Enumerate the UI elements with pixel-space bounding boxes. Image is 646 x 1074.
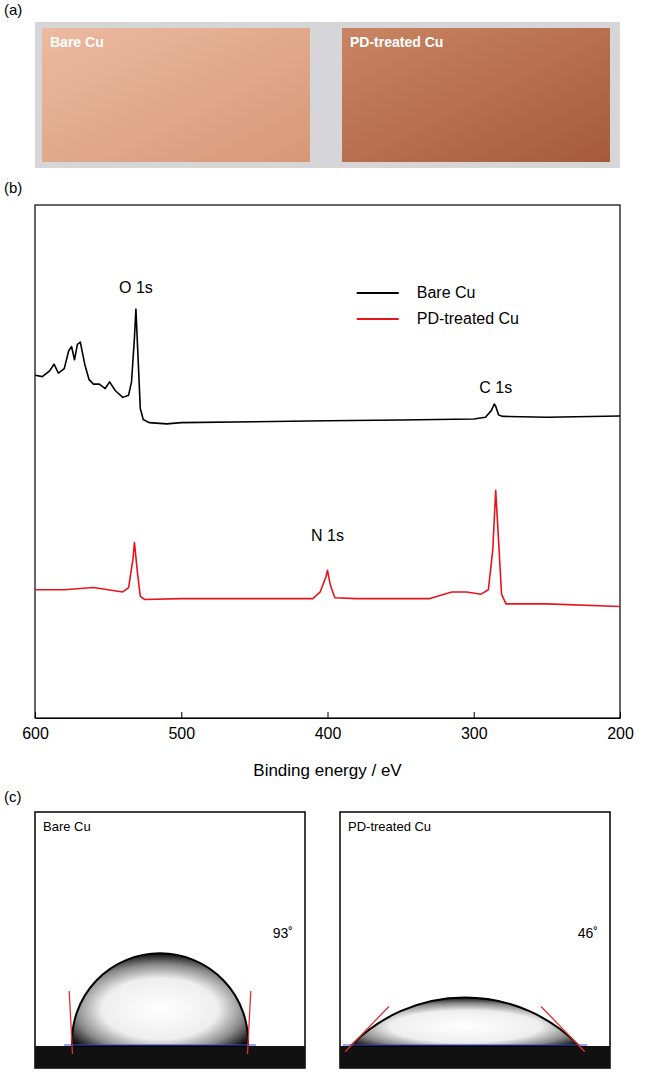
photo-background (35, 22, 620, 168)
legend-swatch (357, 292, 399, 294)
x-tick-label: 400 (315, 725, 342, 742)
baseline (64, 1044, 256, 1045)
legend-swatch (357, 318, 399, 320)
panel-letter: (a) (4, 1, 22, 18)
x-tick: 500 (168, 712, 195, 742)
copper-plate (42, 28, 310, 162)
x-tick-mark (620, 712, 621, 718)
angle-label: 46˚ (578, 925, 598, 941)
peak-label: N 1s (311, 527, 344, 544)
contact-angle-image: PD-treated Cu 46˚ (340, 812, 610, 1068)
panel-letter: (c) (4, 788, 22, 805)
plot-frame (35, 205, 620, 718)
image-frame (340, 812, 610, 1068)
panel-letter: (b) (4, 179, 22, 196)
tangent-line (69, 991, 72, 1054)
x-tick: 600 (22, 712, 49, 742)
x-tick-label: 300 (461, 725, 488, 742)
spectrum-line (35, 309, 620, 424)
tangent-line (248, 991, 251, 1054)
legend-label: Bare Cu (417, 284, 476, 301)
x-tick: 300 (461, 712, 488, 742)
x-tick-mark (35, 712, 36, 718)
contact-angle-image: Bare Cu 93˚ (35, 812, 305, 1068)
image-label: PD-treated Cu (348, 819, 431, 834)
image-label: Bare Cu (43, 819, 91, 834)
droplet (351, 998, 579, 1046)
x-tick-mark (474, 712, 475, 718)
plate-label: PD-treated Cu (350, 34, 443, 50)
x-tick-label: 200 (607, 725, 634, 742)
substrate (340, 1046, 610, 1068)
x-tick-label: 500 (168, 725, 195, 742)
peak-label: C 1s (479, 379, 512, 396)
figure: (a) Bare Cu PD-treated Cu (b) 600 500 400 300 20… (0, 0, 646, 1074)
x-axis: 600 500 400 300 200 (22, 712, 634, 742)
x-tick: 400 (315, 712, 342, 742)
droplet (72, 953, 248, 1046)
tangent-line (541, 1006, 585, 1051)
x-tick: 200 (607, 712, 634, 742)
x-tick-mark (181, 712, 182, 718)
x-axis-line (36, 718, 621, 719)
angle-label: 93˚ (273, 925, 293, 941)
copper-plate (342, 28, 610, 162)
plot-area (35, 309, 620, 607)
x-axis-title: Binding energy / eV (253, 761, 402, 780)
baseline (343, 1044, 587, 1045)
x-tick-label: 600 (22, 725, 49, 742)
plate-label: Bare Cu (50, 34, 104, 50)
legend-label: PD-treated Cu (417, 310, 519, 327)
x-tick-mark (328, 712, 329, 718)
peak-label: O 1s (119, 279, 153, 296)
image-frame (35, 812, 305, 1068)
spectrum-line (35, 490, 620, 606)
substrate (35, 1046, 305, 1068)
tangent-line (345, 1006, 389, 1051)
legend: Bare Cu PD-treated Cu (357, 284, 519, 327)
